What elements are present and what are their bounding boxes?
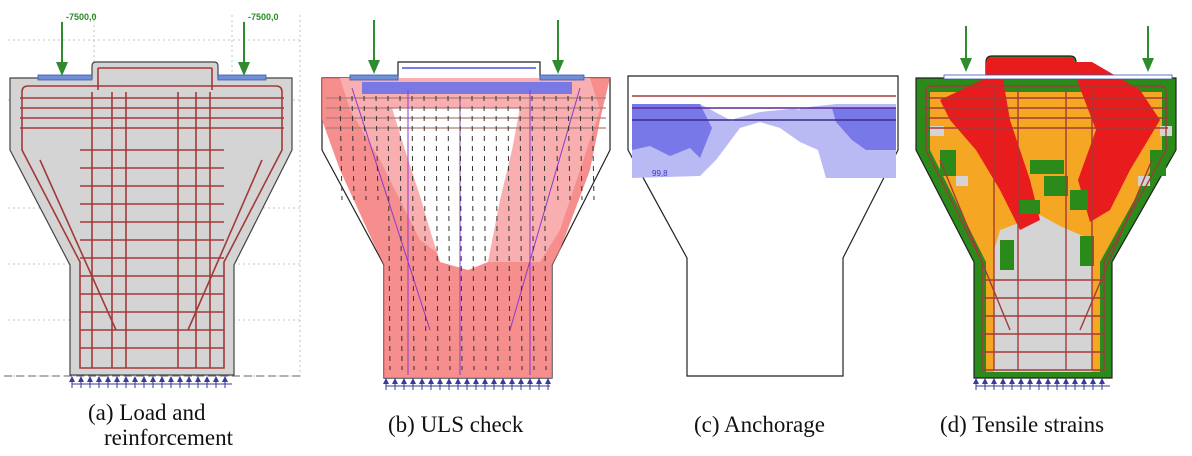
caption-c: (c) Anchorage xyxy=(694,412,825,437)
load-arrow-icon xyxy=(960,26,1154,72)
caption-a-line1: (a) Load and xyxy=(88,400,206,425)
panel-d-top-plate xyxy=(943,74,1173,80)
panel-b-top-band xyxy=(362,82,572,94)
panel-a-load-and-reinforcement: -7500,0 -7500,0 xyxy=(4,12,301,388)
support-arrow-icon xyxy=(973,378,1110,390)
panel-c-lines xyxy=(632,95,896,121)
panel-d-green-blocks xyxy=(940,150,1166,270)
caption-b: (b) ULS check xyxy=(388,412,524,437)
support-arrow-icon xyxy=(69,376,232,388)
panel-d-gray-core xyxy=(994,215,1092,372)
panel-c-anchorage: 99,8 xyxy=(627,75,899,377)
panel-b-uls-check xyxy=(321,20,611,390)
panel-d-rebar xyxy=(924,85,1168,371)
panel-b-left-plate xyxy=(349,74,399,81)
load-arrow-icon xyxy=(56,22,250,76)
panel-a-load-label-left: -7500,0 xyxy=(66,12,97,22)
panel-d-tensile-strains xyxy=(915,26,1177,390)
panel-c-arch xyxy=(728,101,801,122)
panel-a-right-plate xyxy=(217,74,267,81)
panel-a-left-plate xyxy=(37,74,93,81)
panel-a-rebar xyxy=(20,67,284,369)
panel-b-crack-marks xyxy=(339,95,595,371)
panel-a-concrete-body xyxy=(9,61,293,376)
caption-d: (d) Tensile strains xyxy=(940,412,1105,437)
panel-a-load-label-right: -7500,0 xyxy=(248,12,279,22)
caption-a-line2: reinforcement xyxy=(104,425,233,450)
panel-c-anchorage-dark xyxy=(632,104,896,158)
load-arrow-icon xyxy=(368,20,564,74)
panel-c-anchorage-value: 99,8 xyxy=(652,169,668,178)
panel-b-right-plate xyxy=(539,74,585,81)
panel-b-rebar xyxy=(326,67,606,129)
support-arrow-icon xyxy=(383,378,551,390)
